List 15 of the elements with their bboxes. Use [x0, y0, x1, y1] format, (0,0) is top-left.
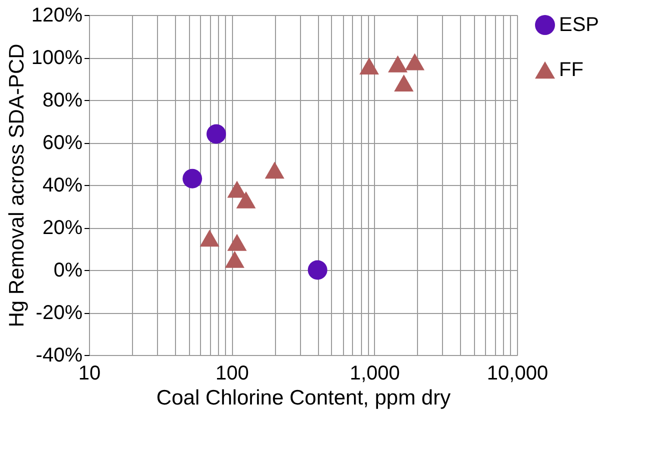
x-axis-title: Coal Chlorine Content, ppm dry [156, 386, 452, 410]
x-tick-label: 100 [215, 362, 249, 384]
y-tick-label: 0% [54, 260, 83, 282]
legend-label: FF [559, 59, 584, 81]
legend-label: ESP [559, 14, 600, 36]
y-tick-label: 20% [42, 217, 83, 239]
y-axis-title: Hg Removal across SDA-PCD [5, 44, 28, 328]
y-tick-label: 120% [31, 4, 83, 26]
y-tick-label: 80% [42, 90, 83, 112]
x-tick-label: 1,000 [350, 362, 400, 384]
y-tick-label: 100% [31, 47, 83, 69]
y-tick-label: 60% [42, 132, 83, 154]
y-tick-label: -20% [36, 302, 83, 324]
x-tick-label: 10,000 [486, 362, 548, 384]
y-tick-label: 40% [42, 174, 83, 196]
